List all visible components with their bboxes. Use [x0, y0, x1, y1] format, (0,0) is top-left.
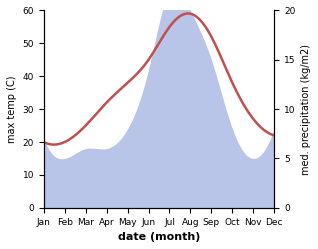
X-axis label: date (month): date (month) [118, 232, 200, 242]
Y-axis label: max temp (C): max temp (C) [7, 75, 17, 143]
Y-axis label: med. precipitation (kg/m2): med. precipitation (kg/m2) [301, 44, 311, 175]
